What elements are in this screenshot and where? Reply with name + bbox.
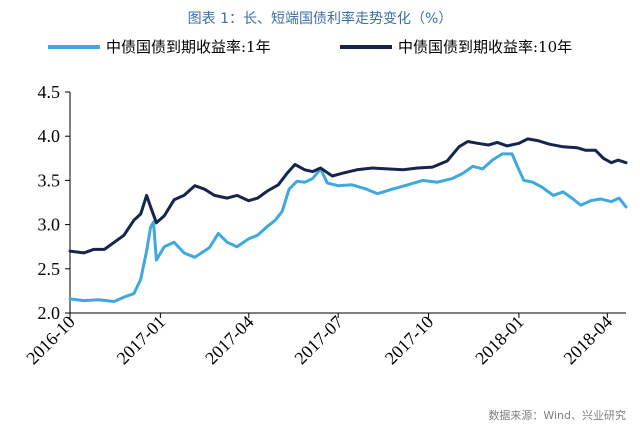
y-tick-label: 2.0 [38, 303, 61, 323]
source-note: 数据来源：Wind、兴业研究 [488, 409, 626, 422]
x-tick-label: 2017-04 [201, 312, 258, 369]
legend: 中债国债到期收益率:1年 中债国债到期收益率:10年 [48, 36, 640, 62]
series-line-10y [68, 137, 628, 255]
legend-swatch-10y [340, 44, 392, 49]
chart-title: 图表 1：长、短端国债利率走势变化（%） [187, 11, 453, 27]
y-tick-label: 3.0 [38, 215, 61, 235]
y-tick-label: 3.5 [38, 170, 61, 190]
x-tick-label: 2017-10 [381, 312, 438, 369]
legend-label-1y: 中债国债到期收益率:1年 [106, 38, 271, 56]
x-tick-label: 2017-01 [113, 312, 170, 369]
series-line-1y [68, 152, 628, 303]
legend-item-10y: 中债国债到期收益率:10年 [340, 36, 572, 57]
y-tick-label: 4.5 [38, 82, 61, 102]
x-tick-label: 2017-07 [290, 312, 347, 369]
legend-item-1y: 中债国债到期收益率:1年 [48, 36, 271, 57]
y-tick-label: 2.5 [38, 259, 61, 279]
legend-label-10y: 中债国债到期收益率:10年 [398, 38, 573, 56]
legend-swatch-1y [48, 44, 100, 49]
x-tick-label: 2018-04 [560, 312, 617, 369]
y-tick-label: 4.0 [38, 126, 61, 146]
x-tick-label: 2018-01 [471, 312, 528, 369]
